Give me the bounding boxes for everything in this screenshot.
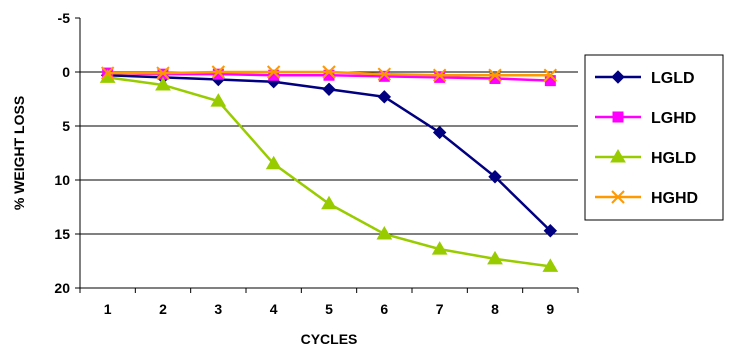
marker-stroke — [543, 68, 558, 82]
y-tick-label: 5 — [62, 118, 70, 134]
marker-stroke — [100, 66, 115, 80]
point-hghd — [211, 65, 226, 79]
grid — [80, 71, 578, 289]
x-tick-label: 4 — [270, 301, 278, 317]
point-lgld — [377, 90, 392, 104]
point-hgld — [265, 155, 282, 170]
point-hghd — [266, 65, 281, 79]
marker-stroke — [156, 66, 170, 80]
legend-marker-lghd — [612, 111, 624, 123]
legend-box — [584, 54, 724, 221]
marker-stroke — [322, 65, 336, 79]
point-hgld — [155, 76, 171, 91]
marker-stroke — [266, 65, 281, 79]
x-tick-label: 3 — [214, 301, 222, 317]
point-hghd — [377, 67, 392, 81]
point-hghd — [488, 68, 502, 82]
point-lgld — [488, 170, 502, 184]
legend-label-lghd: LGHD — [651, 110, 696, 127]
marker-stroke — [211, 65, 226, 79]
point-lghd — [323, 69, 335, 81]
axes — [75, 17, 579, 293]
y-tick-label: 10 — [54, 172, 70, 188]
point-lgld — [432, 125, 447, 140]
point-lgld — [322, 82, 336, 96]
point-hgld — [431, 241, 448, 255]
legend-label-lgld: LGLD — [651, 70, 695, 87]
series-lines — [99, 65, 559, 272]
x-tick-label: 1 — [104, 301, 112, 317]
x-tick-label: 6 — [380, 301, 388, 317]
x-tick-label: 5 — [325, 301, 333, 317]
point-lgld — [543, 224, 558, 238]
legend-marker-lgld — [611, 70, 625, 84]
point-hgld — [487, 250, 503, 265]
x-tick-label: 7 — [436, 301, 444, 317]
x-axis-title: CYCLES — [301, 331, 358, 347]
marker-stroke — [377, 67, 392, 81]
marker-stroke — [611, 190, 625, 204]
legend-marker-hghd — [611, 190, 625, 204]
point-lghd — [378, 70, 390, 82]
point-hgld — [542, 258, 559, 272]
y-tick-label: 0 — [62, 64, 70, 80]
point-lghd — [489, 72, 501, 84]
legend-label-hgld: HGLD — [651, 150, 696, 167]
point-hgld — [321, 195, 337, 210]
y-axis-title: % WEIGHT LOSS — [11, 96, 27, 210]
legend-label-hghd: HGHD — [651, 190, 698, 207]
point-hgld — [376, 226, 393, 240]
point-hghd — [156, 66, 170, 80]
legend: LGLD LGHD HGLD HGHD — [584, 54, 724, 221]
y-tick-label: 20 — [54, 280, 70, 296]
y-tick-label: -5 — [58, 10, 71, 26]
point-hghd — [543, 68, 558, 82]
x-tick-label: 8 — [491, 301, 499, 317]
y-tick-label: 15 — [54, 226, 70, 242]
point-lghd — [434, 71, 446, 83]
legend-marker-hgld — [610, 149, 626, 163]
marker-stroke — [432, 68, 447, 82]
series-line-hgld — [107, 76, 551, 268]
x-tick-label: 9 — [546, 301, 554, 317]
point-hghd — [432, 68, 447, 82]
x-tick-label: 2 — [159, 301, 167, 317]
point-hghd — [100, 66, 115, 80]
point-lghd — [544, 75, 556, 87]
point-hghd — [322, 65, 336, 79]
marker-stroke — [488, 68, 502, 82]
point-hgld — [210, 93, 227, 107]
point-lghd — [212, 68, 224, 80]
tick-labels: -5 0 5 10 15 20 1 2 3 4 5 6 7 8 9 — [54, 10, 554, 317]
point-lghd — [268, 69, 280, 81]
